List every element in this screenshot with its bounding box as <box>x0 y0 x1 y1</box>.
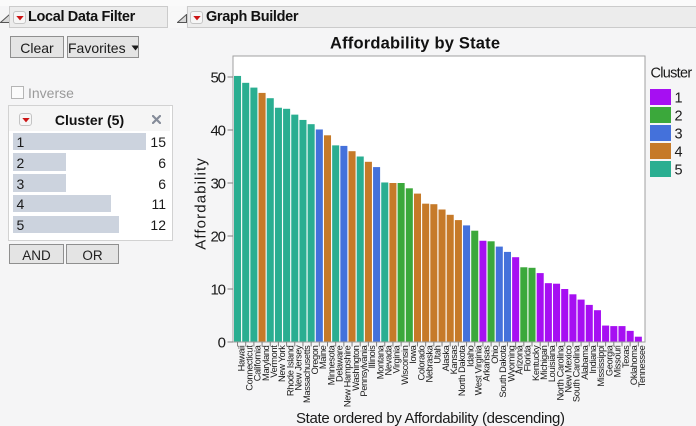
svg-text:Affordability by State: Affordability by State <box>330 35 500 53</box>
svg-text:Wisconsin: Wisconsin <box>400 345 410 384</box>
svg-text:Alabama: Alabama <box>580 344 590 379</box>
svg-text:Minnesota: Minnesota <box>326 344 336 385</box>
svg-text:West Virginia: West Virginia <box>474 344 484 395</box>
svg-text:Wyoming: Wyoming <box>506 345 516 381</box>
svg-text:4: 4 <box>675 145 683 161</box>
svg-text:5: 5 <box>675 163 683 179</box>
svg-text:20: 20 <box>211 228 227 245</box>
svg-text:Louisiana: Louisiana <box>547 344 557 382</box>
svg-text:Hawaii: Hawaii <box>236 345 246 371</box>
svg-text:Connecticut: Connecticut <box>245 345 255 391</box>
svg-text:Kansas: Kansas <box>449 345 459 375</box>
svg-text:Massachusetts: Massachusetts <box>302 345 312 403</box>
svg-text:South Carolina: South Carolina <box>572 344 582 402</box>
svg-text:Cluster: Cluster <box>651 66 693 82</box>
svg-text:California: California <box>253 344 263 381</box>
svg-text:New Hampshire: New Hampshire <box>343 345 353 407</box>
svg-text:New Jersey: New Jersey <box>294 345 304 391</box>
svg-text:50: 50 <box>211 69 227 86</box>
svg-text:Texas: Texas <box>621 345 631 368</box>
svg-text:Kentucky: Kentucky <box>531 345 541 381</box>
svg-text:3: 3 <box>675 127 683 143</box>
svg-text:North Dakota: North Dakota <box>457 344 467 396</box>
svg-text:10: 10 <box>211 281 227 298</box>
svg-text:Pennsylvania: Pennsylvania <box>359 344 369 396</box>
svg-text:Rhode Island: Rhode Island <box>285 345 295 396</box>
svg-text:Georgia: Georgia <box>604 344 614 376</box>
svg-text:Arizona: Arizona <box>514 344 524 374</box>
svg-text:Colorado: Colorado <box>416 345 426 380</box>
svg-text:Idaho: Idaho <box>465 345 475 367</box>
svg-text:Oregon: Oregon <box>310 345 320 374</box>
svg-text:Affordability: Affordability <box>193 158 210 250</box>
svg-text:Michigan: Michigan <box>539 345 549 380</box>
svg-text:New Mexico: New Mexico <box>564 345 574 392</box>
svg-text:State ordered by Affordability: State ordered by Affordability (descendi… <box>296 410 565 426</box>
svg-text:North Carolina: North Carolina <box>555 344 565 400</box>
svg-text:Florida: Florida <box>523 344 533 371</box>
svg-text:Montana: Montana <box>375 344 385 379</box>
svg-text:Arkansas: Arkansas <box>482 345 492 382</box>
svg-text:30: 30 <box>211 175 227 192</box>
svg-text:Vermont: Vermont <box>269 345 279 378</box>
svg-text:Illinois: Illinois <box>367 345 377 369</box>
svg-text:40: 40 <box>211 122 227 139</box>
svg-text:New York: New York <box>277 345 287 382</box>
svg-text:2: 2 <box>675 109 683 125</box>
svg-text:Mississippi: Mississippi <box>596 345 606 386</box>
svg-text:Nebraska: Nebraska <box>424 344 434 382</box>
svg-text:Nevada: Nevada <box>384 344 394 375</box>
svg-text:Virginia: Virginia <box>392 344 402 373</box>
svg-text:Maine: Maine <box>318 345 328 369</box>
svg-text:Iowa: Iowa <box>408 344 418 363</box>
svg-text:1: 1 <box>675 91 683 107</box>
svg-text:Maryland: Maryland <box>261 345 271 381</box>
svg-text:Indiana: Indiana <box>588 344 598 373</box>
svg-text:Delaware: Delaware <box>334 345 344 382</box>
svg-text:0: 0 <box>218 334 226 351</box>
svg-text:Tennessee: Tennessee <box>637 345 647 387</box>
svg-text:Oklahoma: Oklahoma <box>629 344 639 385</box>
svg-text:Missouri: Missouri <box>613 345 623 377</box>
svg-text:Utah: Utah <box>433 345 443 363</box>
svg-text:Ohio: Ohio <box>490 345 500 363</box>
svg-text:South Dakota: South Dakota <box>498 344 508 397</box>
svg-text:Washington: Washington <box>351 345 361 390</box>
svg-text:Alaska: Alaska <box>441 344 451 371</box>
